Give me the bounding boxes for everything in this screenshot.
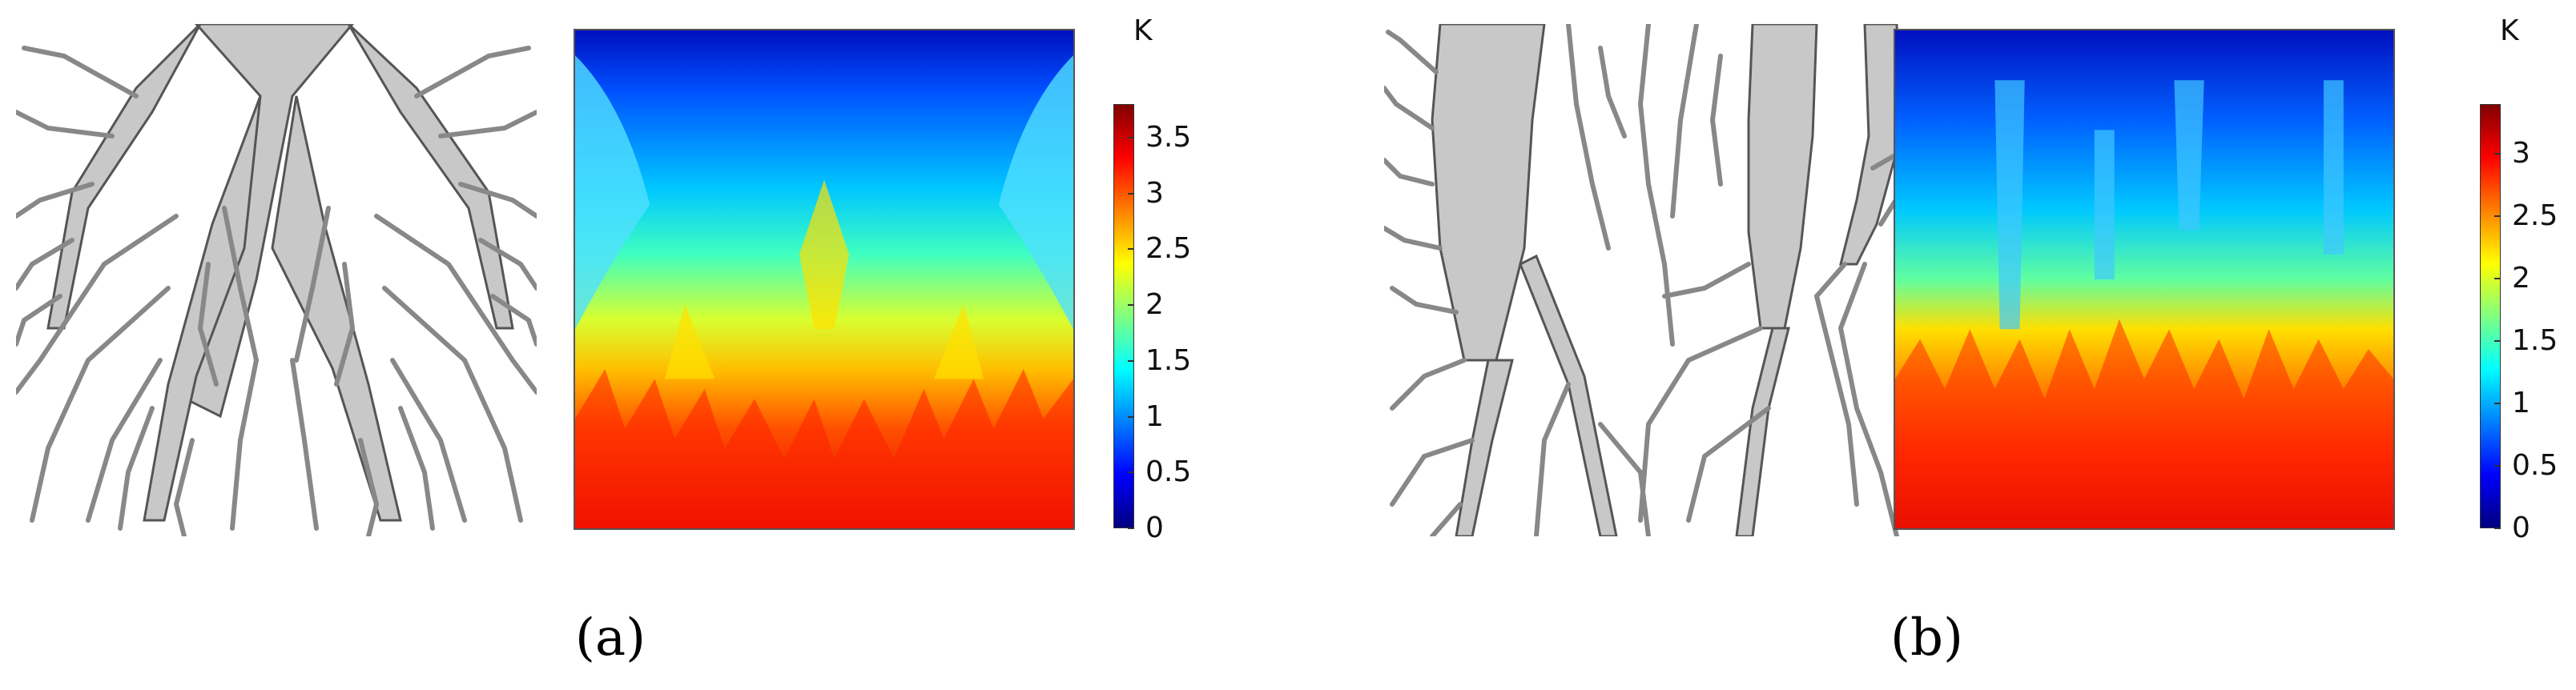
colorbar-tick-mark	[2494, 278, 2501, 280]
temperature-field-b	[1894, 29, 2395, 530]
colorbar-tick-mark	[1128, 136, 1134, 138]
colorbar-tick-label: 2.5	[1145, 232, 1192, 266]
caption-b: (b)	[1890, 608, 1963, 668]
panel-a: K 3.5 3 2.5 2 1.5 1 0.5 0 (a)	[16, 14, 1192, 668]
colorbar-tick-label: 0	[1145, 511, 1164, 544]
colorbar-tick-label: 0.5	[1145, 455, 1192, 489]
colorbar-tick-label: 1	[2512, 387, 2530, 420]
colorbar-tick-mark	[2494, 215, 2501, 218]
colorbar-tick-label: 0.5	[2512, 449, 2558, 483]
panel-b: K 3 2.5 2 1.5 1 0.5 0 (b)	[1288, 0, 2576, 690]
colorbar-tick-label: 1	[1145, 399, 1164, 433]
colorbar-tick-mark	[1128, 471, 1134, 474]
colorbar-tick-label: 0	[2512, 511, 2530, 544]
conductive-tree-b	[1384, 24, 1903, 536]
colorbar-a	[1113, 104, 1134, 528]
colorbar-tick-mark	[1128, 359, 1134, 362]
colorbar-tick-label: 1.5	[2512, 324, 2558, 358]
colorbar-tick-label: 2.5	[2512, 199, 2558, 233]
colorbar-tick-mark	[2494, 465, 2501, 467]
caption-a: (a)	[575, 608, 646, 668]
colorbar-unit-a: K	[1133, 14, 1153, 47]
colorbar-tick-label: 3	[1145, 176, 1164, 210]
colorbar-unit-b: K	[2500, 14, 2519, 47]
colorbar-tick-mark	[2494, 403, 2501, 405]
colorbar-tick-mark	[2494, 528, 2501, 529]
colorbar-tick-mark	[1128, 415, 1134, 418]
colorbar-tick-label: 3.5	[1145, 120, 1192, 154]
conductive-tree-a	[16, 24, 537, 536]
colorbar-tick-mark	[2494, 340, 2501, 343]
colorbar-tick-label: 3	[2512, 137, 2530, 170]
colorbar-tick-mark	[1128, 528, 1134, 529]
colorbar-tick-label: 1.5	[1145, 343, 1192, 377]
colorbar-tick-mark	[1128, 248, 1134, 251]
colorbar-tick-mark	[2494, 153, 2501, 155]
colorbar-tick-label: 2	[2512, 262, 2530, 295]
colorbar-tick-mark	[1128, 304, 1134, 307]
temperature-field-a	[574, 29, 1075, 530]
colorbar-tick-label: 2	[1145, 288, 1164, 322]
colorbar-b	[2480, 104, 2501, 528]
colorbar-tick-mark	[1128, 192, 1134, 195]
